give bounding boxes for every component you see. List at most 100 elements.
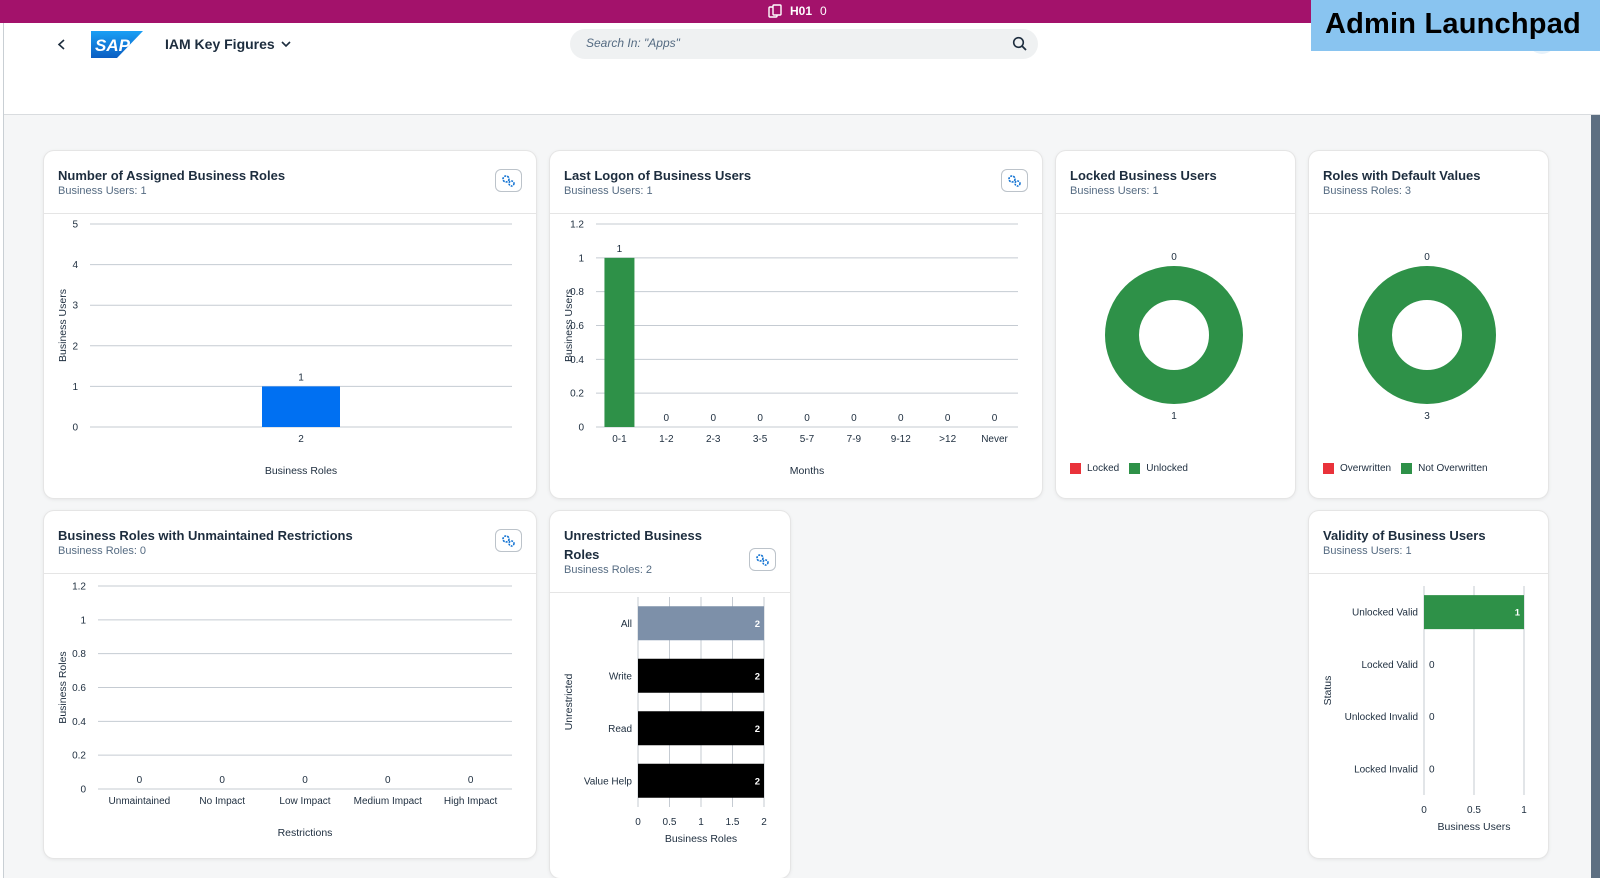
slice-label: 0 <box>1424 252 1430 263</box>
data-label: 2 <box>755 671 760 682</box>
chevron-left-icon <box>57 39 65 50</box>
gears-icon <box>502 174 515 187</box>
chart-settings-button[interactable] <box>495 169 522 192</box>
search-icon <box>1012 36 1027 51</box>
y-tick-label: Read <box>608 724 632 735</box>
bar <box>638 658 764 693</box>
legend-swatch <box>1070 463 1081 474</box>
card-title: Last Logon of Business Users <box>564 168 752 183</box>
legend-label: Locked <box>1087 463 1120 474</box>
data-label: 2 <box>755 776 760 787</box>
legend-item-unlocked[interactable]: Unlocked <box>1129 463 1188 474</box>
data-label: 1 <box>617 244 623 255</box>
chart-settings-button[interactable] <box>749 548 776 571</box>
system-info[interactable]: H01 0 <box>768 4 827 18</box>
card-divider <box>1309 573 1548 574</box>
back-button[interactable] <box>52 32 72 56</box>
vertical-scrollbar[interactable] <box>1591 115 1600 878</box>
legend-item-locked[interactable]: Locked <box>1070 463 1119 474</box>
y-tick-label: 1 <box>80 615 86 626</box>
slice-label: 3 <box>1424 411 1430 422</box>
data-label: 0 <box>710 413 716 424</box>
y-tick-label: 0.6 <box>72 683 86 694</box>
card-subtitle: Business Users: 1 <box>1070 185 1159 197</box>
x-tick-label: Medium Impact <box>354 796 423 807</box>
card-title: Validity of Business Users <box>1323 528 1486 543</box>
x-tick-label: 7-9 <box>847 434 862 445</box>
app-title-menu[interactable]: IAM Key Figures <box>165 36 291 52</box>
y-axis-title: Unrestricted <box>563 674 575 731</box>
legend-item-overwritten[interactable]: Overwritten <box>1323 463 1391 474</box>
x-tick-label: 0 <box>1421 805 1427 816</box>
x-tick-label: >12 <box>939 434 956 445</box>
app-title: IAM Key Figures <box>165 36 275 52</box>
chart-settings-button[interactable] <box>495 529 522 552</box>
y-tick-label: 0.8 <box>72 649 86 660</box>
card-title: Number of Assigned Business Roles <box>58 168 286 183</box>
card-assigned-roles[interactable]: Number of Assigned Business Roles Busine… <box>44 151 536 498</box>
y-tick-label: 0.4 <box>72 717 86 728</box>
bar <box>1424 595 1524 630</box>
y-tick-label: 1 <box>72 382 78 393</box>
bar <box>638 711 764 746</box>
chart-settings-button[interactable] <box>1001 169 1028 192</box>
y-tick-label: Locked Invalid <box>1354 764 1418 775</box>
chart-legend: Overwritten Not Overwritten <box>1323 463 1498 474</box>
last-logon-chart: 0 0.2 0.4 0.6 0.8 1 1.2 1 0-1 0 1-2 0 2-3 0 3-5 0 5-7 0 7-… <box>563 220 1018 477</box>
card-divider <box>44 213 536 214</box>
search-button[interactable] <box>1012 36 1028 52</box>
card-last-logon[interactable]: Last Logon of Business Users Business Us… <box>550 151 1042 498</box>
y-tick-label: 2 <box>72 341 78 352</box>
assigned-roles-chart: 0 1 2 3 4 5 1 2 Business Roles Business Users <box>57 220 512 477</box>
card-locked-users[interactable]: Locked Business Users Business Users: 1 … <box>1056 151 1295 498</box>
gears-icon <box>502 534 515 547</box>
card-validity[interactable]: Validity of Business Users Business User… <box>1309 511 1548 858</box>
data-label: 0 <box>664 413 670 424</box>
chart-legend: Locked Unlocked <box>1070 463 1198 474</box>
unmaintained-chart: 0 0.2 0.4 0.6 0.8 1 1.2 0 Unmaintained 0 No Impact… <box>57 582 512 839</box>
legend-swatch <box>1401 463 1413 474</box>
default-values-donut: 03 <box>1358 252 1496 422</box>
card-title: Unrestricted Business Roles <box>564 528 702 562</box>
y-tick-label: All <box>621 619 632 630</box>
search-field[interactable] <box>570 29 1038 59</box>
x-tick-label: 2-3 <box>706 434 721 445</box>
x-tick-label: 5-7 <box>800 434 815 445</box>
unrestricted-chart: 0 0.5 1 1.5 2 All 2 Write 2 Read 2 Value Help 2 Busin… <box>563 597 767 845</box>
card-unrestricted-roles[interactable]: Unrestricted Business Roles Business Rol… <box>550 511 790 878</box>
donut-slice <box>1105 266 1243 404</box>
slice-label: 0 <box>1171 252 1177 263</box>
data-label: 0 <box>1429 660 1435 671</box>
card-divider <box>44 573 536 574</box>
y-axis-title: Business Users <box>563 289 575 362</box>
search-input[interactable] <box>586 36 986 50</box>
legend-label: Overwritten <box>1340 463 1392 474</box>
y-tick-label: 0 <box>578 423 584 434</box>
x-tick-label: 1 <box>698 817 704 828</box>
y-tick-label: 4 <box>72 260 78 271</box>
card-subtitle: Business Users: 1 <box>1323 545 1412 557</box>
card-unmaintained-restrictions[interactable]: Business Roles with Unmaintained Restric… <box>44 511 536 858</box>
x-tick-label: 3-5 <box>753 434 768 445</box>
x-tick-label: 1 <box>1521 805 1527 816</box>
system-count: 0 <box>820 4 827 18</box>
sap-logo-text: SAP <box>95 36 131 55</box>
bar <box>604 257 635 427</box>
x-axis-title: Business Roles <box>665 833 737 845</box>
y-tick-label: Locked Valid <box>1361 660 1418 671</box>
card-subtitle: Business Users: 1 <box>58 185 147 197</box>
card-default-values[interactable]: Roles with Default Values Business Roles… <box>1309 151 1548 498</box>
y-tick-label: Value Help <box>584 776 633 787</box>
y-tick-label: 0.2 <box>72 751 86 762</box>
y-tick-label: 0 <box>80 785 86 796</box>
data-label: 0 <box>757 413 763 424</box>
sap-logo[interactable]: SAP <box>91 31 143 63</box>
data-label: 1 <box>1515 608 1521 619</box>
x-tick-label: 2 <box>761 817 767 828</box>
x-tick-label: Unmaintained <box>109 796 171 807</box>
admin-launchpad-badge: Admin Launchpad <box>1311 0 1600 51</box>
gears-icon <box>756 553 769 566</box>
data-label: 0 <box>302 775 308 786</box>
gears-icon <box>1008 174 1021 187</box>
legend-item-not-overwritten[interactable]: Not Overwritten <box>1401 463 1488 474</box>
